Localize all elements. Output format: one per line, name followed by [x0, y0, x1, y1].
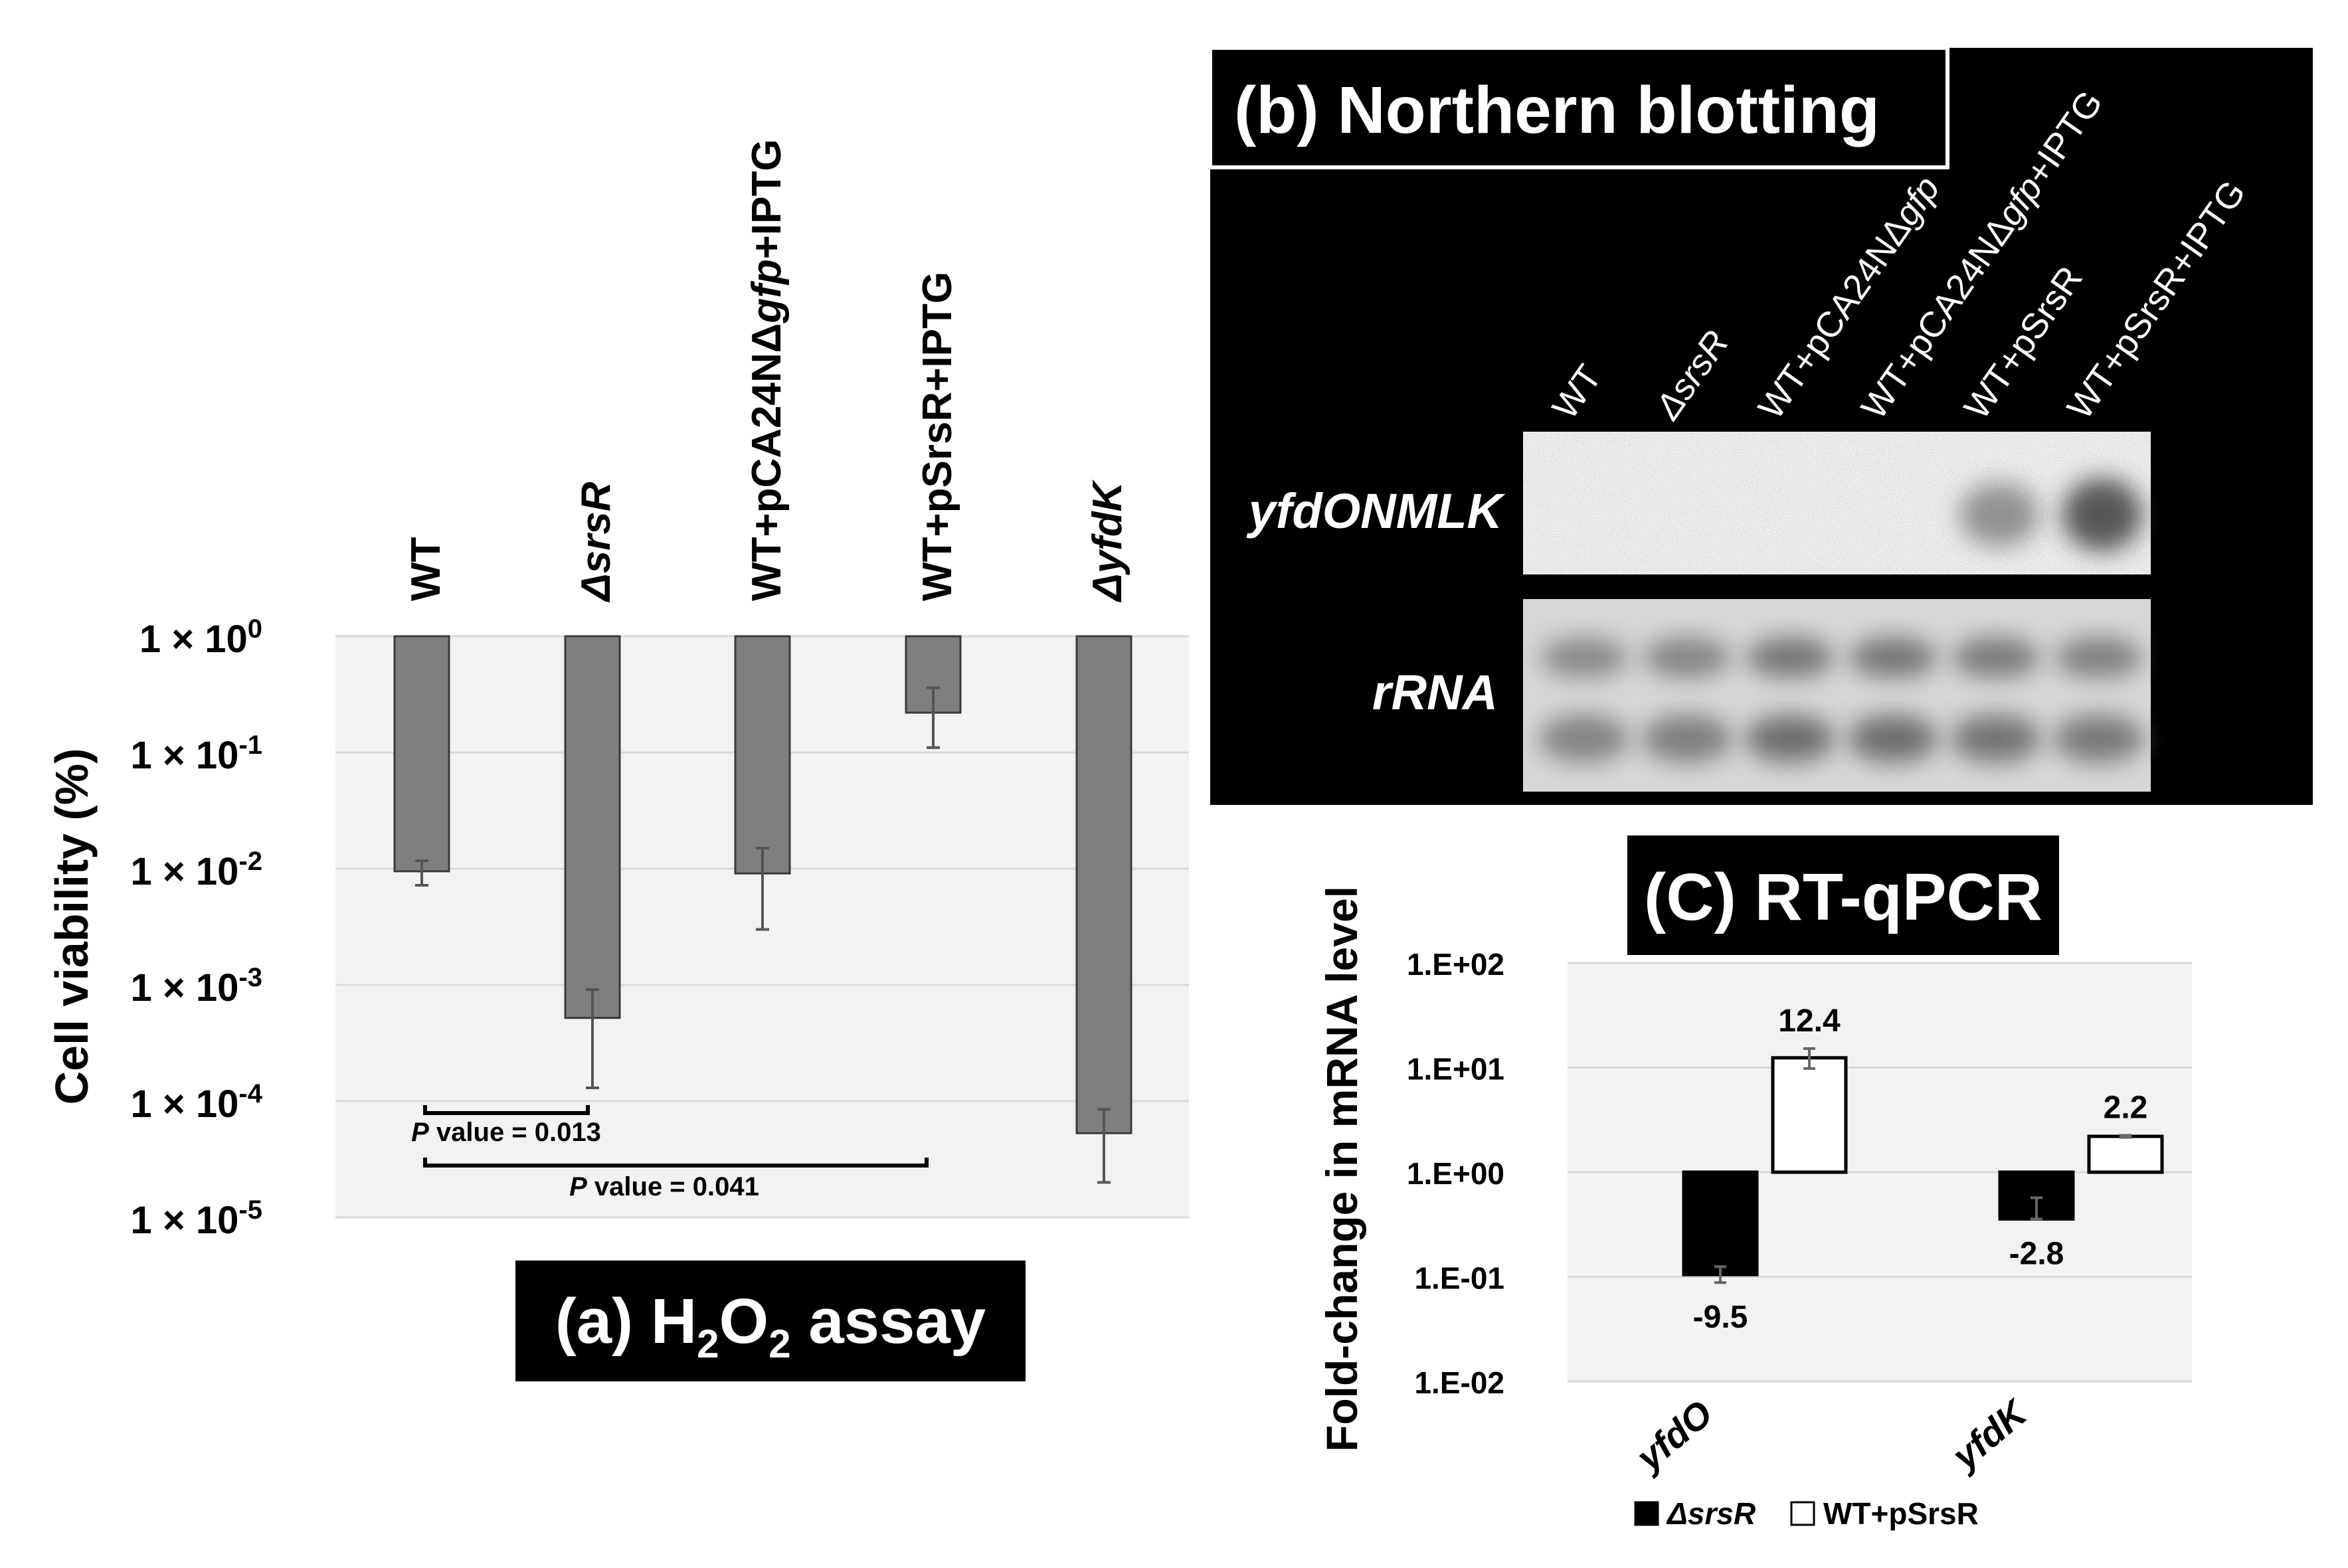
y-tick-label: 1 × 10-1 — [131, 731, 262, 777]
data-label: -9.5 — [1693, 1300, 1748, 1335]
legend-swatch-wt-psrsr — [1790, 1501, 1815, 1526]
blot-strip-rrna — [1523, 599, 2151, 792]
y-tick-label: 1.E+02 — [1407, 947, 1504, 982]
legend-swatch-dsrsr — [1634, 1501, 1659, 1526]
bar — [734, 635, 791, 875]
bar — [393, 635, 450, 873]
bar — [1682, 1170, 1759, 1276]
rrna-band-upper — [1540, 638, 1628, 677]
category-label-wt: WT — [403, 537, 449, 601]
panel-a-bars — [393, 635, 1132, 1134]
rrna-band-upper — [1952, 638, 2040, 677]
rrna-band-upper — [1643, 638, 1731, 677]
rrna-band-lower — [2054, 715, 2144, 762]
y-tick-label: 1.E-02 — [1414, 1365, 1504, 1400]
bar — [1075, 635, 1132, 1134]
rrna-band-lower — [1539, 715, 1629, 762]
bar — [1771, 1056, 1848, 1174]
y-tick-label: 1 × 100 — [139, 614, 262, 661]
y-tick-label: 1.E+00 — [1407, 1156, 1504, 1191]
rrna-bands — [1539, 638, 2144, 762]
rrna-band-upper — [1849, 638, 1937, 677]
panel-a-y-axis-label: Cell viability (%) — [46, 748, 98, 1105]
panel-a-category-labels: WT ΔsrsR WT+pCA24NΔgfp+IPTG WT+pSrsR+IPT… — [403, 139, 1130, 602]
y-tick-label: 1 × 10-3 — [131, 963, 262, 1009]
pvalue-label-2: P value = 0.041 — [569, 1172, 759, 1201]
panel-c-title-box — [1627, 835, 2059, 955]
panel-b-northern-blot: (b) Northern blotting WT ΔsrsR WT+pCA24NΔg… — [1208, 46, 2313, 805]
panel-b-title: (b) Northern blotting — [1234, 73, 1880, 147]
panel-c-y-tick-labels: 1.E+02 1.E+01 1.E+00 1.E-01 1.E-02 — [1407, 947, 1504, 1400]
bar — [564, 635, 621, 1019]
panel-c-category-labels: yfdO yfdK — [1627, 1391, 2036, 1480]
panel-a-title: (a) H2O2 assay — [555, 1286, 986, 1366]
pvalue-label-1: P value = 0.013 — [411, 1118, 601, 1147]
panel-a-title-box — [515, 1261, 1026, 1381]
panel-c-error-bars — [1714, 1047, 2131, 1284]
category-label-dyfdk: ΔyfdK — [1085, 479, 1130, 602]
y-tick-label: 1 × 10-2 — [131, 847, 262, 893]
data-label: 12.4 — [1778, 1003, 1841, 1039]
category-label-wt-pca24n-iptg: WT+pCA24NΔgfp+IPTG — [744, 139, 790, 601]
data-label: -2.8 — [2009, 1236, 2064, 1271]
rrna-band-lower — [1951, 715, 2041, 762]
blot-strip-yfdonmlk — [1523, 432, 2151, 574]
y-tick-label: 1.E-01 — [1414, 1261, 1504, 1296]
panel-a-y-tick-labels: 1 × 100 1 × 10-1 1 × 10-2 1 × 10-3 1 × 10-4 1… — [131, 614, 263, 1242]
rrna-band-upper — [1746, 638, 1834, 677]
rrna-band-lower — [1642, 715, 1732, 762]
category-label-yfdk: yfdK — [1943, 1391, 2036, 1478]
panel-c-rtqpcr-chart: -9.5 -2.8 12.4 2.2 1.E+02 1.E+01 1.E+00 1.E-01… — [1317, 835, 2192, 1531]
category-label-wt-psrsr-iptg: WT+pSrsR+IPTG — [915, 272, 960, 601]
y-tick-label: 1 × 10-5 — [131, 1195, 262, 1242]
panel-a-error-bars — [415, 686, 1111, 1184]
rrna-band-lower — [1745, 715, 1835, 762]
category-label-yfdo: yfdO — [1627, 1392, 1720, 1480]
bar — [2087, 1134, 2164, 1174]
pvalue-bracket-2 — [423, 1158, 929, 1168]
rrna-band-upper — [2055, 638, 2143, 677]
category-label-dsrsr: ΔsrsR — [573, 481, 619, 602]
legend-label-wt-psrsr: WT+pSrsR — [1823, 1496, 1979, 1531]
blot-row-label-rrna: rRNA — [1372, 665, 1498, 720]
data-label: 2.2 — [2104, 1090, 2148, 1126]
y-tick-label: 1 × 10-4 — [131, 1079, 263, 1126]
blot-row-label-yfdonmlk: yfdONMLK — [1246, 483, 1506, 539]
panel-a-viability-chart: 1 × 100 1 × 10-1 1 × 10-2 1 × 10-3 1 × 10-4 1… — [46, 139, 1189, 1381]
y-tick-label: 1.E+01 — [1407, 1052, 1504, 1087]
yfd-band — [2062, 478, 2142, 551]
panel-c-data-labels: -9.5 -2.8 12.4 2.2 — [1693, 1003, 2148, 1335]
pvalue-bracket-1 — [423, 1105, 590, 1115]
rrna-band-lower — [1848, 715, 1938, 762]
panel-c-y-axis-label: Fold-change in mRNA level — [1317, 886, 1366, 1452]
panel-c-legend: ΔsrsR WT+pSrsR — [1634, 1496, 1979, 1531]
legend-label-dsrsr: ΔsrsR — [1666, 1496, 1756, 1531]
panel-b-title-box — [1208, 46, 1949, 169]
yfd-band — [1959, 483, 2039, 547]
yfd-signal-bands — [1959, 478, 2142, 551]
panel-c-gridlines — [1568, 962, 2192, 1383]
panel-c-title: (C) RT-qPCR — [1644, 860, 2042, 934]
